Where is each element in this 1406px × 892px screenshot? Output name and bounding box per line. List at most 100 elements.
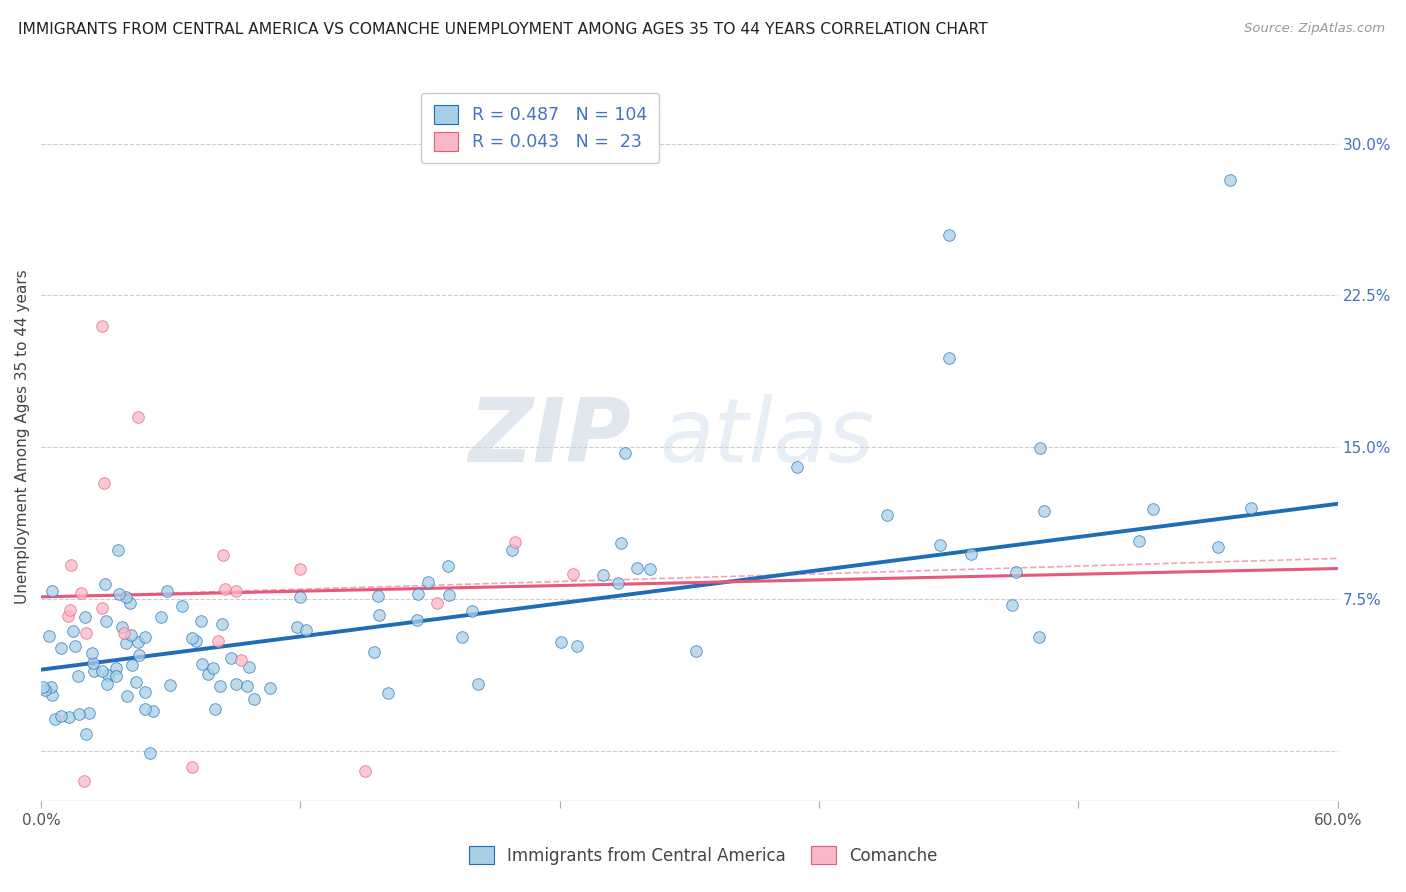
Point: [290, 561, 312, 575]
Point: [83, 665, 105, 679]
Text: ZIP: ZIP: [468, 393, 631, 481]
Point: [49, 709, 72, 723]
Point: [94, 614, 117, 628]
Point: [876, 508, 898, 523]
Point: [562, 566, 585, 581]
Point: [786, 460, 808, 475]
Point: [1033, 503, 1056, 517]
Point: [197, 666, 219, 681]
Legend: R = 0.487   N = 104, R = 0.043   N =  23: R = 0.487 N = 104, R = 0.043 N = 23: [422, 93, 659, 163]
Point: [1005, 565, 1028, 579]
Y-axis label: Unemployment Among Ages 35 to 44 years: Unemployment Among Ages 35 to 44 years: [15, 269, 30, 605]
Point: [114, 590, 136, 604]
Point: [60, 558, 83, 573]
Point: [97, 668, 120, 682]
Point: [406, 613, 429, 627]
Point: [112, 626, 135, 640]
Point: [938, 351, 960, 366]
Point: [142, 704, 165, 718]
Point: [1142, 501, 1164, 516]
Point: [367, 608, 389, 623]
Point: [288, 590, 311, 604]
Point: [138, 746, 160, 760]
Point: [207, 633, 229, 648]
Text: IMMIGRANTS FROM CENTRAL AMERICA VS COMANCHE UNEMPLOYMENT AMONG AGES 35 TO 44 YEA: IMMIGRANTS FROM CENTRAL AMERICA VS COMAN…: [18, 22, 988, 37]
Point: [503, 535, 526, 549]
Point: [134, 702, 156, 716]
Point: [82, 656, 104, 670]
Point: [66, 668, 89, 682]
Point: [51, 640, 73, 655]
Point: [211, 616, 233, 631]
Point: [105, 669, 128, 683]
Point: [118, 597, 141, 611]
Point: [550, 634, 572, 648]
Point: [34, 683, 56, 698]
Point: [180, 632, 202, 646]
Point: [108, 587, 131, 601]
Point: [219, 651, 242, 665]
Point: [204, 701, 226, 715]
Point: [63, 639, 86, 653]
Point: [1128, 533, 1150, 548]
Point: [1240, 500, 1263, 515]
Point: [73, 773, 96, 788]
Point: [610, 536, 633, 550]
Point: [191, 657, 214, 672]
Point: [426, 596, 449, 610]
Point: [67, 706, 90, 721]
Point: [938, 227, 960, 242]
Point: [172, 599, 194, 613]
Point: [201, 660, 224, 674]
Point: [125, 675, 148, 690]
Point: [467, 676, 489, 690]
Point: [238, 660, 260, 674]
Point: [38, 628, 60, 642]
Point: [285, 620, 308, 634]
Point: [181, 760, 204, 774]
Point: [58, 603, 80, 617]
Point: [363, 645, 385, 659]
Text: atlas: atlas: [659, 394, 875, 480]
Point: [436, 558, 458, 573]
Point: [501, 543, 523, 558]
Point: [62, 624, 84, 638]
Point: [76, 727, 98, 741]
Point: [114, 636, 136, 650]
Point: [367, 589, 389, 603]
Point: [242, 691, 264, 706]
Point: [929, 538, 952, 552]
Point: [127, 409, 149, 424]
Point: [685, 643, 707, 657]
Point: [1001, 598, 1024, 612]
Point: [186, 634, 208, 648]
Point: [295, 624, 318, 638]
Point: [73, 610, 96, 624]
Legend: Immigrants from Central America, Comanche: Immigrants from Central America, Comanch…: [460, 838, 946, 873]
Point: [1206, 540, 1229, 554]
Point: [406, 587, 429, 601]
Point: [39, 680, 62, 694]
Point: [32, 680, 55, 694]
Point: [225, 677, 247, 691]
Point: [377, 686, 399, 700]
Point: [41, 583, 63, 598]
Point: [127, 635, 149, 649]
Point: [1219, 173, 1241, 187]
Point: [565, 639, 588, 653]
Point: [156, 584, 179, 599]
Point: [626, 560, 648, 574]
Point: [121, 658, 143, 673]
Point: [190, 614, 212, 628]
Point: [41, 689, 63, 703]
Point: [120, 628, 142, 642]
Point: [231, 653, 253, 667]
Point: [111, 620, 134, 634]
Point: [96, 677, 118, 691]
Point: [94, 577, 117, 591]
Point: [416, 574, 439, 589]
Point: [80, 646, 103, 660]
Point: [58, 710, 80, 724]
Point: [1028, 442, 1050, 456]
Point: [159, 678, 181, 692]
